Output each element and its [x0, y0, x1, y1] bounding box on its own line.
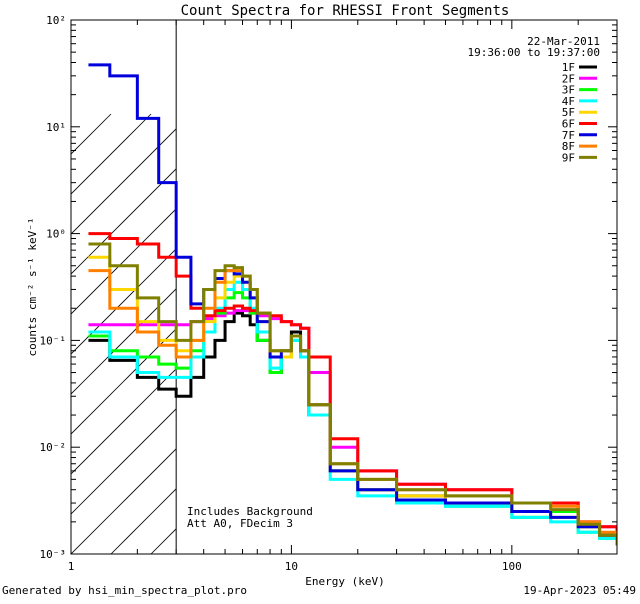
- x-tick-label-1: 1: [68, 560, 75, 573]
- hatched-region: [71, 113, 640, 554]
- hatch-line: [471, 114, 640, 554]
- legend-label-2f: 2F: [562, 72, 575, 85]
- hatch-line: [71, 448, 177, 554]
- hatch-line: [71, 168, 177, 275]
- legend-label-7f: 7F: [562, 129, 575, 142]
- legend-label-5f: 5F: [562, 106, 575, 119]
- hatch-line: [71, 248, 177, 355]
- y-tick-label-1e0: 10⁰: [46, 228, 66, 241]
- x-tick-label-100: 100: [502, 560, 522, 573]
- hatch-line: [591, 114, 640, 554]
- y-tick-label-1e1: 10¹: [46, 121, 66, 134]
- hatch-line: [71, 113, 152, 195]
- hatch-line: [150, 528, 177, 554]
- x-tick-label-10: 10: [285, 560, 298, 573]
- y-tick-label-1e-3: 10⁻³: [40, 548, 67, 561]
- axis-ticks: [70, 19, 618, 555]
- annotation-background: Includes Background: [187, 505, 313, 518]
- hatch-line: [351, 114, 640, 554]
- legend-label-1f: 1F: [562, 61, 575, 74]
- x-axis-label: Energy (keV): [305, 575, 384, 588]
- plot-frame: [70, 19, 618, 555]
- time-range-label: 19:36:00 to 19:37:00: [468, 46, 600, 59]
- chart-title: Count Spectra for RHESSI Front Segments: [181, 3, 510, 19]
- hatch-line: [71, 288, 177, 395]
- series-layer: [88, 63, 617, 546]
- y-axis-label: counts cm⁻² s⁻¹ keV⁻¹: [26, 217, 39, 356]
- y-tick-label-1e-2: 10⁻²: [40, 441, 67, 454]
- hatch-line: [71, 128, 177, 235]
- series-8f: [88, 269, 617, 542]
- series-7f: [88, 63, 617, 546]
- legend-label-9f: 9F: [562, 151, 575, 164]
- y-tick-label-1e2: 10²: [46, 14, 66, 27]
- series-9f: [88, 242, 617, 546]
- hatch-line: [71, 328, 177, 435]
- hatch-line: [71, 408, 177, 515]
- footer-timestamp: 19-Apr-2023 05:49: [523, 584, 636, 597]
- annotation-attenuator: Att A0, FDecim 3: [187, 517, 293, 530]
- hatch-line: [511, 114, 640, 554]
- date-label: 22-Mar-2011: [527, 35, 600, 48]
- hatch-line: [271, 114, 640, 554]
- legend-label-8f: 8F: [562, 140, 575, 153]
- hatch-line: [551, 114, 640, 554]
- footer-generator: Generated by hsi_min_spectra_plot.pro: [2, 584, 247, 597]
- legend-label-6f: 6F: [562, 118, 575, 131]
- legend-label-3f: 3F: [562, 84, 575, 97]
- legend-label-4f: 4F: [562, 95, 575, 108]
- series-3f: [88, 291, 617, 546]
- y-tick-label-1e-1: 10⁻¹: [40, 334, 67, 347]
- hatch-line: [391, 114, 640, 554]
- hatch-line: [431, 114, 640, 554]
- series-6f: [88, 232, 617, 536]
- hatch-line: [311, 114, 640, 554]
